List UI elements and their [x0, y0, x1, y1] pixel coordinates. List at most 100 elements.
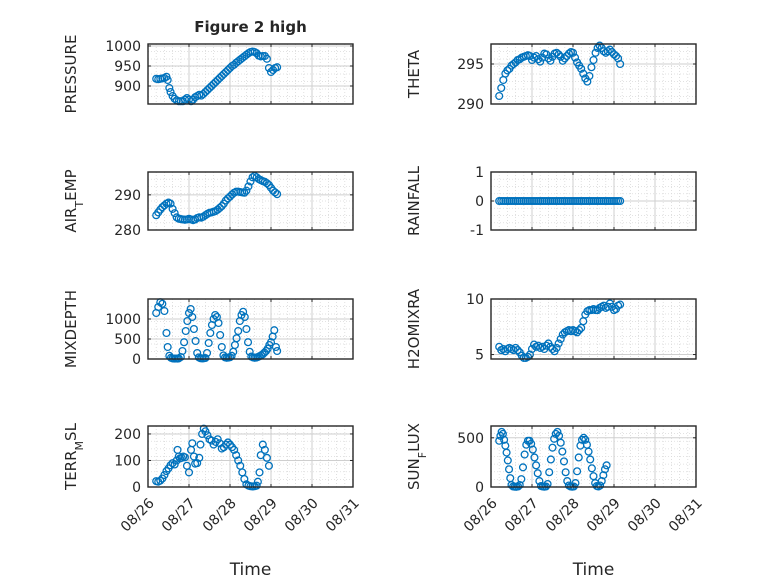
data-point [602, 461, 611, 470]
data-point [528, 445, 537, 454]
data-point [495, 91, 504, 101]
data-point [529, 340, 539, 349]
data-point [271, 188, 280, 197]
data-point [586, 455, 595, 464]
data-point [570, 53, 580, 62]
subplot-theta: 295 290 THETA [405, 41, 697, 113]
data-point [573, 467, 582, 476]
data-point [264, 461, 274, 470]
subplot-h2omixra: 10 5 H2OMIXRA [405, 288, 697, 369]
data-point [214, 318, 223, 328]
y-tick-label: 100 [114, 453, 141, 469]
data-point [573, 328, 582, 337]
data-point [262, 453, 271, 462]
data-point [605, 45, 614, 54]
data-point [232, 451, 241, 460]
data-point [273, 190, 282, 199]
axes-box [147, 298, 354, 360]
y-tick-label: 950 [114, 59, 141, 75]
y-tick-label: 0 [132, 352, 141, 368]
data-point [559, 457, 569, 466]
data-point [156, 476, 165, 485]
y-tick-label: -1 [470, 223, 484, 239]
data-point [170, 460, 179, 469]
data-point [504, 465, 514, 474]
x-tick-label: 08/31 [323, 495, 363, 535]
data-point [189, 324, 198, 334]
data-point [199, 89, 208, 99]
axes-box [490, 425, 697, 488]
data-point [534, 341, 543, 350]
data-point [260, 445, 269, 454]
data-point [266, 67, 276, 77]
data-point [560, 54, 569, 63]
data-point [503, 66, 512, 75]
data-point [548, 443, 557, 452]
data-point [156, 205, 165, 214]
data-point [556, 334, 565, 344]
data-point [529, 53, 539, 62]
data-point [166, 199, 175, 208]
y-tick-label: 0 [475, 194, 484, 210]
y-axis-label: H2OMIXRA [405, 288, 423, 369]
axes-box [147, 43, 354, 105]
x-tick-label: 08/27 [502, 495, 542, 535]
data-point [230, 445, 239, 454]
data-point [178, 346, 187, 356]
data-point [546, 455, 555, 464]
axes-box [490, 298, 697, 360]
data-point [262, 54, 271, 63]
data-point [180, 338, 189, 347]
data-point [564, 49, 573, 58]
data-point [561, 468, 570, 477]
data-point [509, 59, 518, 69]
y-tick-label: 0 [132, 480, 141, 496]
y-tick-label: 900 [114, 79, 141, 95]
data-point [589, 55, 598, 65]
data-point [527, 344, 537, 354]
data-point [215, 73, 224, 83]
x-tick-label: 08/27 [159, 495, 199, 535]
data-point [234, 456, 243, 465]
y-tick-label: 5 [475, 348, 484, 364]
data-point [575, 326, 584, 335]
data-point [558, 447, 567, 456]
data-point [207, 81, 216, 91]
axes-box [490, 43, 697, 105]
data-point [558, 56, 567, 65]
y-tick-label: 10 [466, 292, 484, 308]
data-point [554, 50, 563, 59]
data-point [273, 63, 282, 72]
data-point [188, 439, 197, 448]
data-point [584, 447, 593, 456]
data-point [515, 55, 524, 64]
data-point [538, 342, 547, 351]
data-point [525, 51, 534, 61]
y-axis-label: TERRMSL [62, 422, 86, 491]
data-point [497, 83, 506, 93]
series-markers [152, 424, 274, 491]
data-point [544, 54, 553, 63]
data-point [160, 471, 169, 480]
data-point [186, 304, 195, 314]
data-point [503, 456, 512, 465]
data-point [554, 339, 563, 348]
data-point [534, 55, 543, 64]
data-point [530, 453, 539, 462]
data-point [609, 50, 619, 59]
data-point [221, 67, 230, 77]
y-tick-label: 280 [114, 223, 141, 239]
data-point [209, 79, 218, 89]
data-point [568, 48, 578, 57]
data-point [270, 326, 279, 335]
series-markers [495, 196, 625, 206]
data-point [243, 338, 253, 347]
data-point [246, 177, 255, 186]
data-point [181, 326, 190, 336]
data-point [168, 459, 177, 468]
data-point [184, 468, 194, 477]
data-point [556, 438, 565, 447]
y-tick-label: 1000 [105, 312, 141, 328]
data-point [163, 342, 172, 352]
series-markers [152, 47, 282, 106]
